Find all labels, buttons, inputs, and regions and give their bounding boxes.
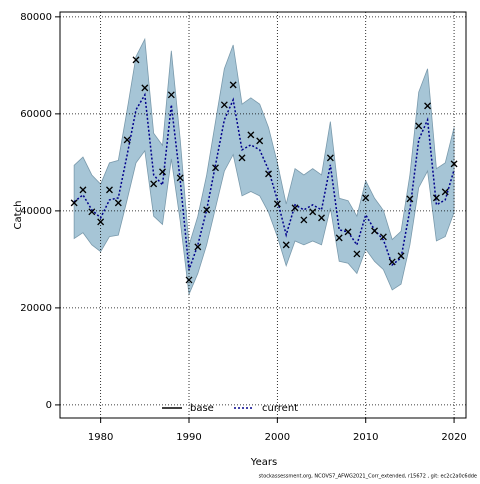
observed-cross (326, 154, 334, 162)
observed-cross (397, 252, 405, 260)
observed-cross (185, 276, 193, 284)
confidence-band (73, 37, 455, 296)
observed-cross (353, 250, 361, 258)
observed-cross (273, 200, 281, 208)
legend-label: current (262, 403, 298, 414)
x-tick-label: 2020 (441, 432, 466, 443)
x-axis-label: Years (250, 457, 277, 468)
observed-cross (371, 227, 379, 235)
observed-cross (141, 84, 149, 92)
observed-cross (318, 214, 325, 222)
y-tick-label: 0 (46, 400, 52, 411)
observed-cross (335, 234, 343, 242)
observed-cross (247, 131, 255, 139)
observed-cross (424, 102, 432, 110)
plot-frame (59, 11, 467, 419)
observed-cross (388, 258, 396, 266)
observed-cross (291, 204, 299, 212)
observed-cross (229, 81, 237, 89)
observed-cross (441, 188, 449, 196)
y-axis-label: Catch (13, 201, 24, 230)
legend-label: base (190, 403, 214, 414)
x-tick-label: 1980 (88, 432, 113, 443)
observed-cross (70, 199, 78, 207)
observed-cross (300, 216, 308, 224)
observed-cross (362, 194, 370, 202)
observed-cross (406, 195, 414, 203)
observed-cross (150, 180, 158, 188)
observed-cross (309, 208, 317, 216)
observed-cross (415, 122, 423, 130)
y-tick-label: 40000 (20, 206, 52, 217)
observed-cross (203, 206, 211, 214)
observed-cross (114, 199, 122, 207)
y-tick-label: 60000 (20, 109, 52, 120)
x-tick-label: 2000 (265, 432, 290, 443)
x-tick-label: 2010 (353, 432, 378, 443)
observed-cross (167, 91, 175, 99)
observed-cross (88, 208, 96, 216)
observed-cross (194, 243, 202, 251)
observed-cross (220, 101, 228, 109)
observed-cross (97, 218, 105, 226)
observed-cross (282, 241, 290, 249)
y-tick-label: 80000 (20, 12, 52, 23)
observed-cross (265, 170, 272, 178)
observed-cross (450, 160, 458, 168)
observed-cross (106, 186, 113, 194)
observed-cross (79, 186, 87, 194)
observed-cross (238, 154, 246, 162)
observed-cross (432, 194, 440, 202)
observed-cross (132, 56, 140, 64)
observed-cross (159, 168, 166, 176)
observed-cross (123, 136, 131, 144)
footer: stockassessment.org, NCOVS7_AFWG2021_Cor… (259, 474, 477, 480)
x-tick-label: 1990 (176, 432, 201, 443)
observed-cross (344, 228, 352, 236)
observed-cross (176, 174, 184, 182)
y-tick-label: 20000 (20, 303, 52, 314)
observed-cross (379, 233, 387, 241)
observed-cross (212, 164, 219, 172)
observed-cross (256, 137, 264, 145)
